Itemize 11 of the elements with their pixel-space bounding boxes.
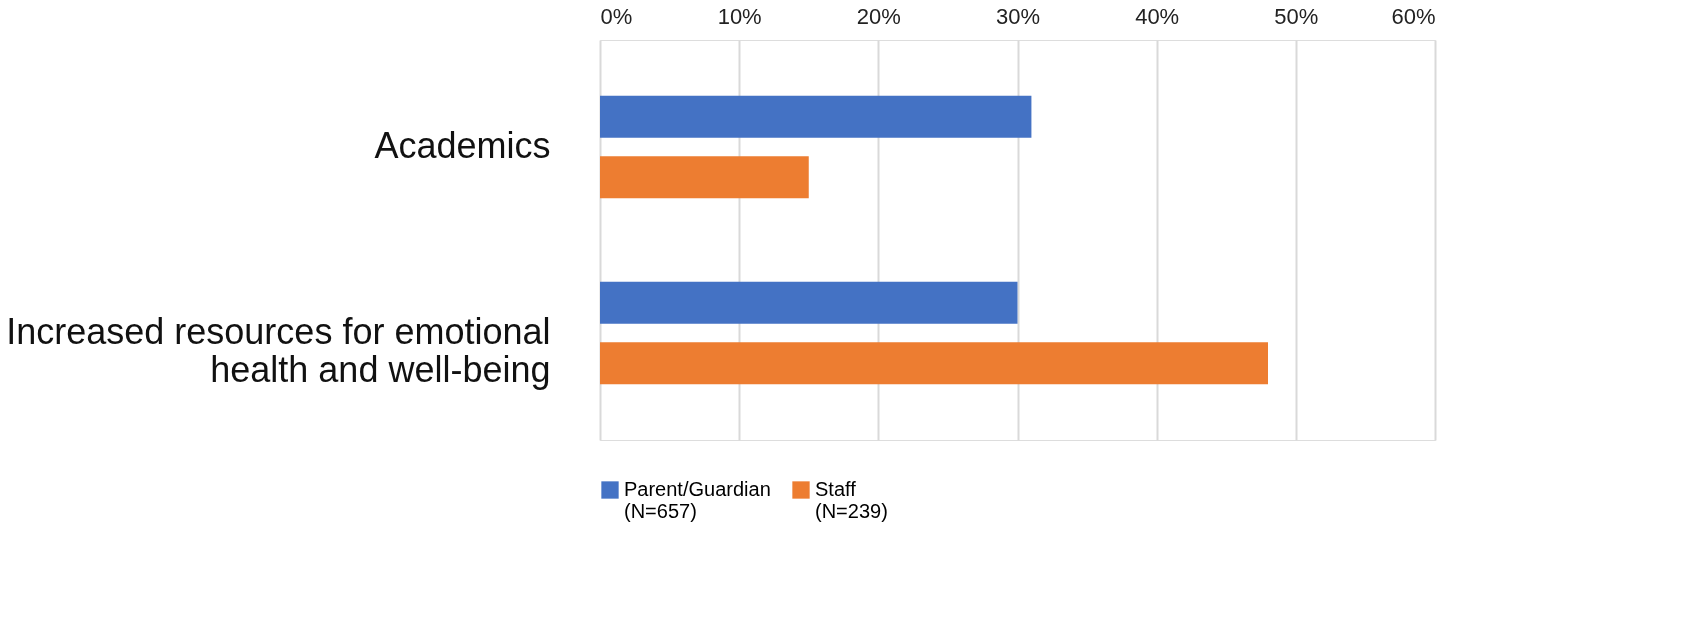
x-tick-label: 10% [717, 3, 762, 29]
y-tick-label: Increased resources for emotional health and well-being [6, 311, 551, 391]
y-tick-label: Academics [374, 124, 551, 166]
x-tick-label: 50% [1274, 3, 1319, 29]
x-tick-label: 0% [600, 3, 633, 29]
legend-label: Parent/Guardian (N=657) [624, 478, 771, 522]
x-tick-label: 60% [1391, 3, 1436, 29]
x-tick-label: 30% [995, 3, 1041, 29]
x-tick-label: 40% [1135, 3, 1180, 29]
legend-label: Staff (N=239) [815, 478, 888, 522]
x-tick-label: 20% [856, 3, 901, 29]
